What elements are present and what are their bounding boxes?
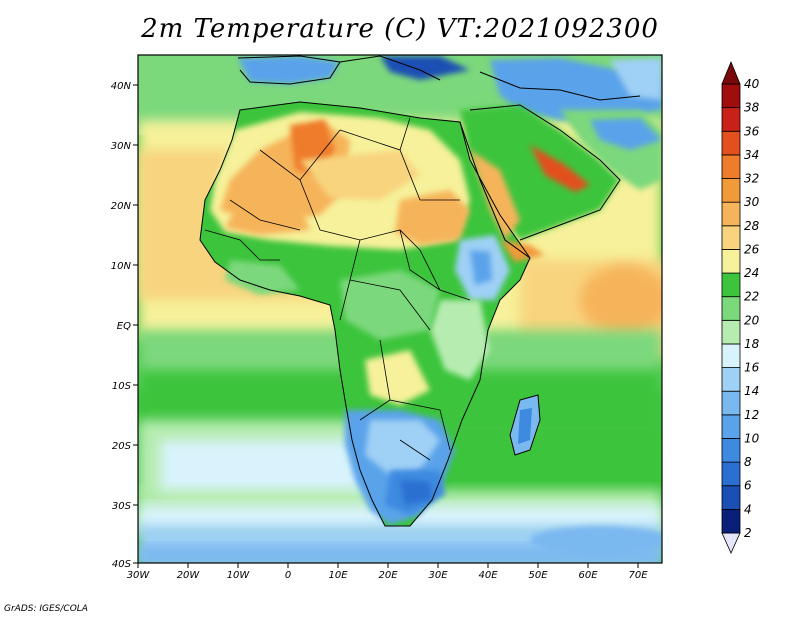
colorbar-max-arrow xyxy=(721,60,741,85)
x-tick-label: 30W xyxy=(127,570,151,581)
y-axis: 40N 30N 20N 10N EQ 10S 20S 30S 40S xyxy=(111,81,138,570)
y-tick-label: 30S xyxy=(112,501,132,512)
y-tick-label: 30N xyxy=(111,141,132,152)
colorbar-min-arrow xyxy=(721,532,741,554)
colorbar-level-label: 38 xyxy=(744,101,760,115)
colorbar-swatch xyxy=(721,438,741,463)
coastlines xyxy=(199,55,641,527)
colorbar-level-label: 36 xyxy=(744,124,760,138)
colorbar-level-label: 26 xyxy=(744,242,760,256)
colorbar-level-label: 18 xyxy=(744,337,760,351)
y-tick-label: 10N xyxy=(111,261,132,272)
colorbar-swatch xyxy=(721,414,741,439)
colorbar-level-label: 28 xyxy=(744,219,760,233)
x-tick-label: 70E xyxy=(628,570,648,581)
colorbar-swatch xyxy=(721,319,741,345)
x-tick-label: 40E xyxy=(478,570,498,581)
map-frame xyxy=(137,54,663,564)
colorbar-swatch xyxy=(721,367,741,392)
colorbar-swatch xyxy=(721,178,741,203)
x-tick-label: 30E xyxy=(428,570,448,581)
x-tick-label: 10E xyxy=(328,570,348,581)
x-tick-label: 60E xyxy=(578,570,598,581)
x-axis: 30W 20W 10W 0 10E 20E 30E 40E 50E 60E 70E xyxy=(127,563,648,581)
colorbar-swatch xyxy=(721,107,741,132)
colorbar-level-label: 32 xyxy=(744,172,759,186)
x-tick-label: 0 xyxy=(285,570,291,581)
colorbar-level-label: 6 xyxy=(744,479,752,493)
colorbar-swatch xyxy=(721,343,741,368)
x-tick-label: 20W xyxy=(177,570,201,581)
colorbar-swatch xyxy=(721,225,741,250)
y-tick-label: 40S xyxy=(112,559,132,570)
y-tick-label: 20S xyxy=(112,441,132,452)
colorbar-level-label: 10 xyxy=(744,431,760,445)
country-borders xyxy=(204,117,471,461)
colorbar-swatch xyxy=(721,508,741,534)
x-tick-label: 20E xyxy=(378,570,398,581)
colorbar-swatch xyxy=(721,201,741,227)
y-tick-label: 20N xyxy=(111,201,132,212)
colorbar-level-label: 8 xyxy=(744,455,752,469)
colorbar-swatch xyxy=(721,390,741,416)
colorbar-swatch xyxy=(721,296,741,321)
y-tick-label: EQ xyxy=(117,321,131,332)
colorbar-level-label: 16 xyxy=(744,361,760,375)
colorbar-level-label: 30 xyxy=(744,195,760,209)
colorbar-level-label: 12 xyxy=(744,408,759,422)
x-tick-label: 50E xyxy=(528,570,548,581)
colorbar-level-label: 14 xyxy=(744,384,759,398)
colorbar-swatch xyxy=(721,485,741,510)
colorbar-swatch xyxy=(721,83,741,109)
colorbar-level-label: 20 xyxy=(744,313,760,327)
colorbar-swatch xyxy=(721,272,741,298)
colorbar-level-label: 34 xyxy=(744,148,759,162)
colorbar-swatch xyxy=(721,154,741,179)
colorbar-level-label: 40 xyxy=(744,77,760,91)
grads-credit: GrADS: IGES/COLA xyxy=(4,604,88,614)
colorbar-swatch xyxy=(721,130,741,156)
colorbar-level-label: 2 xyxy=(744,526,752,540)
colorbar-level-label: 4 xyxy=(744,502,752,516)
x-tick-label: 10W xyxy=(227,570,251,581)
chart-title: 2m Temperature (C) VT:2021092300 xyxy=(141,14,659,44)
temperature-field xyxy=(138,55,662,563)
colorbar-swatch xyxy=(721,249,741,274)
colorbar-level-label: 24 xyxy=(744,266,759,280)
y-tick-label: 40N xyxy=(111,81,132,92)
colorbar-level-label: 22 xyxy=(744,290,759,304)
colorbar-swatch xyxy=(721,461,741,487)
y-tick-label: 10S xyxy=(112,381,132,392)
